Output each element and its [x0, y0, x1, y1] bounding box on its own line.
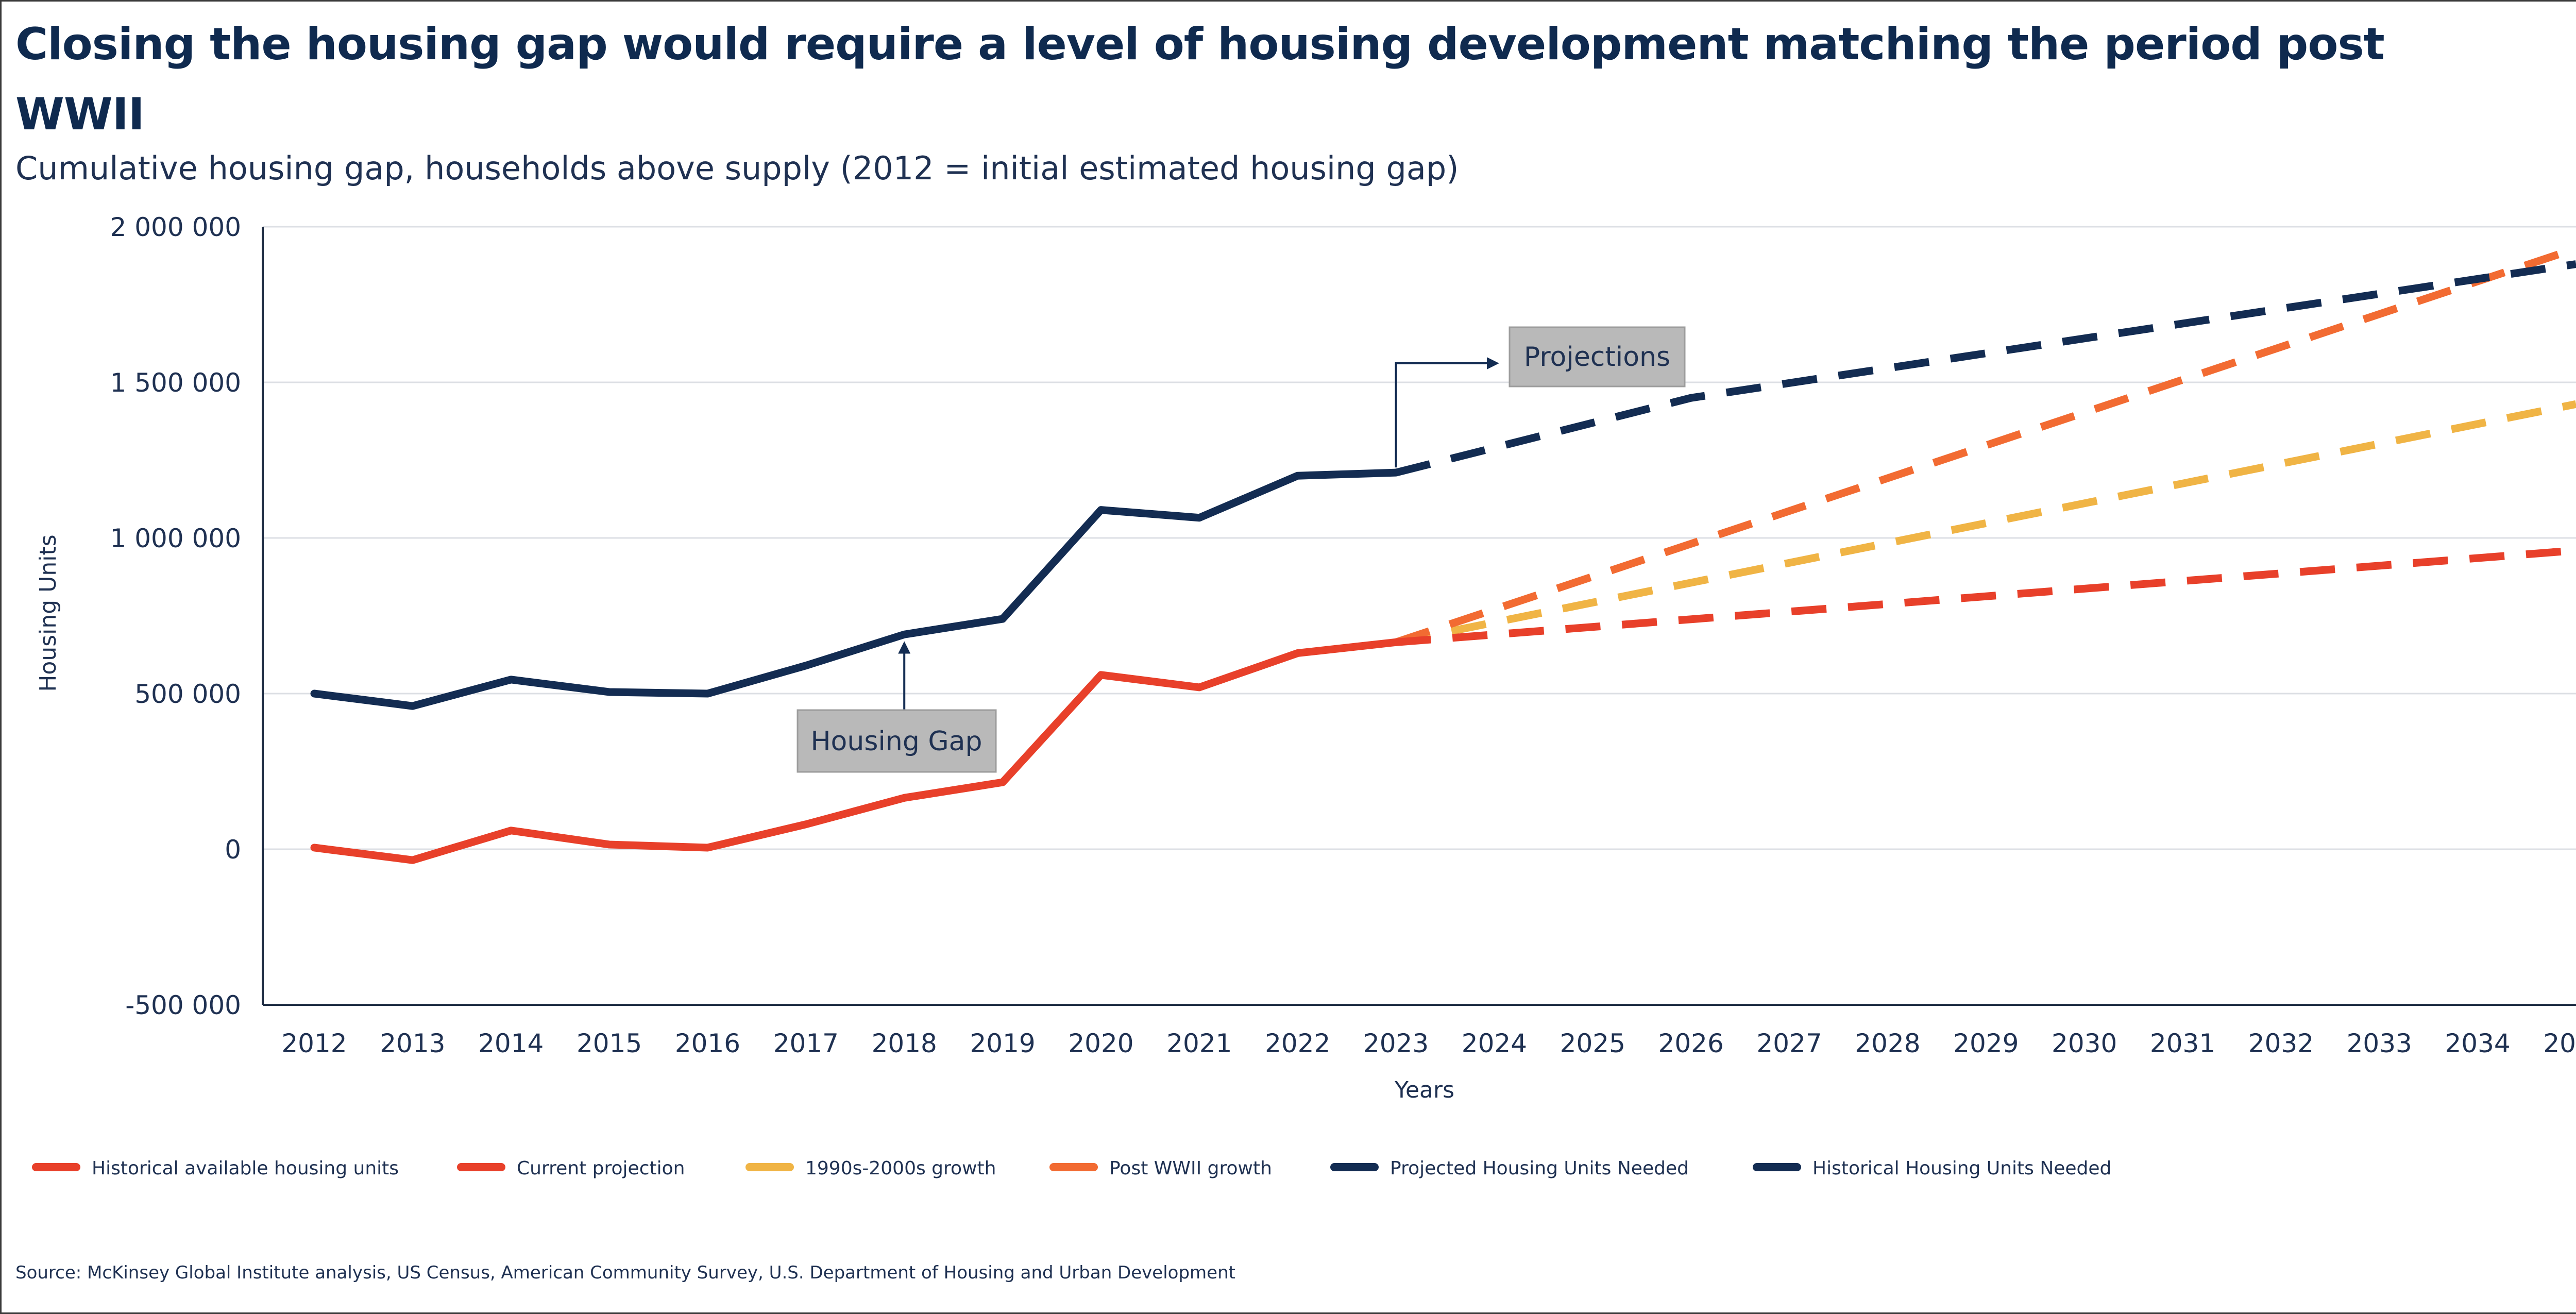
legend-entry: Post WWII growth — [1109, 1158, 1272, 1179]
x-tick-label: 2022 — [1265, 1029, 1330, 1058]
series-line-1990s-2000s-growth — [1395, 400, 2576, 646]
series-line-historical-available-housing-units — [310, 638, 1400, 864]
x-tick-label: 2015 — [577, 1029, 642, 1058]
housing-gap-label-box — [796, 709, 997, 773]
y-tick-label: 0 — [225, 835, 241, 865]
y-tick-label: 2 000 000 — [110, 212, 241, 242]
y-tick-label: 1 000 000 — [110, 524, 241, 553]
legend-entry: Historical Housing Units Needed — [1812, 1158, 2111, 1179]
y-axis-title: Housing Units — [35, 534, 61, 692]
x-tick-label: 2035 — [2543, 1029, 2576, 1058]
x-tick-label: 2031 — [2150, 1029, 2215, 1058]
x-tick-label: 2034 — [2445, 1029, 2511, 1058]
x-tick-label: 2023 — [1363, 1029, 1429, 1058]
y-tick-label: -500 000 — [125, 990, 241, 1020]
x-tick-label: 2018 — [872, 1029, 937, 1058]
x-tick-label: 2016 — [675, 1029, 740, 1058]
series-line-historical-housing-units-needed — [310, 468, 1400, 710]
x-tick-label: 2028 — [1855, 1029, 1920, 1058]
x-tick-label: 2026 — [1658, 1029, 1724, 1058]
legend-entry: Historical available housing units — [92, 1158, 399, 1179]
y-tick-label: 1 500 000 — [110, 368, 241, 398]
x-tick-label: 2020 — [1068, 1029, 1133, 1058]
x-tick-label: 2033 — [2347, 1029, 2412, 1058]
y-tick-label: 500 000 — [134, 679, 241, 709]
x-tick-label: 2027 — [1756, 1029, 1822, 1058]
source-note: Source: McKinsey Global Institute analys… — [15, 1262, 1235, 1283]
x-tick-label: 2032 — [2248, 1029, 2314, 1058]
x-tick-label: 2017 — [773, 1029, 839, 1058]
series-line-post-wwii-growth — [1395, 245, 2576, 646]
series-line-projected-housing-units-needed — [1395, 260, 2576, 477]
x-tick-label: 2024 — [1462, 1029, 1527, 1058]
x-tick-label: 2030 — [2052, 1029, 2117, 1058]
projections-label: Projections — [1524, 342, 1670, 373]
legend-entry: 1990s-2000s growth — [805, 1158, 996, 1179]
projections-label-box — [1509, 326, 1686, 388]
series-line-current-projection — [1395, 546, 2576, 646]
projections-arrow — [1395, 357, 1499, 468]
housing-gap-label: Housing Gap — [810, 726, 982, 757]
chart-title: Closing the housing gap would require a … — [15, 19, 2385, 140]
legend-entry: Current projection — [517, 1158, 685, 1179]
chart-subtitle: Cumulative housing gap, households above… — [15, 149, 1459, 187]
x-tick-label: 2019 — [970, 1029, 1035, 1058]
x-tick-label: 2012 — [281, 1029, 347, 1058]
x-tick-label: 2013 — [380, 1029, 445, 1058]
x-tick-label: 2021 — [1166, 1029, 1232, 1058]
legend-entry: Projected Housing Units Needed — [1390, 1158, 1689, 1179]
x-axis-title: Years — [1394, 1077, 1454, 1103]
x-tick-label: 2025 — [1560, 1029, 1625, 1058]
x-tick-label: 2014 — [478, 1029, 544, 1058]
x-tick-label: 2029 — [1953, 1029, 2019, 1058]
